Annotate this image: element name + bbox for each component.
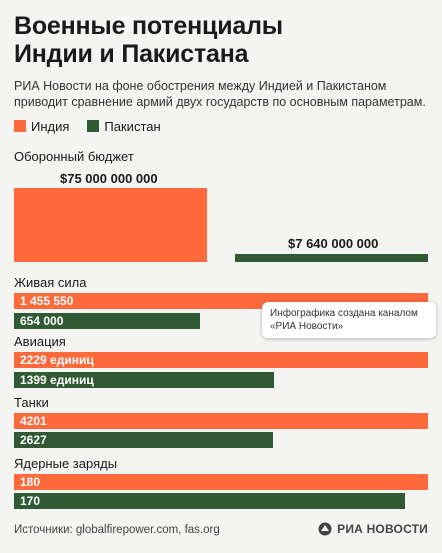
title-line-2: Индии и Пакистана: [14, 40, 249, 68]
legend-item-india: Индия: [14, 119, 69, 134]
legend-label-india: Индия: [31, 118, 70, 134]
ria-logo: РИА НОВОСТИ: [318, 522, 428, 536]
group-label: Ядерные заряды: [14, 456, 118, 471]
bar-value: 654 000: [20, 314, 64, 328]
logo-text: РИА НОВОСТИ: [337, 522, 428, 536]
bar-india: 2229 единиц: [14, 352, 428, 368]
bar-pakistan: 1399 единиц: [14, 372, 274, 388]
bar-india: 180: [14, 474, 428, 490]
group-label: Авиация: [14, 334, 66, 349]
budget-pakistan-bar: [235, 254, 428, 262]
bar-value: 1 455 550: [20, 294, 74, 308]
legend-item-pakistan: Пакистан: [87, 118, 161, 134]
bar-pakistan: 654 000: [14, 313, 200, 329]
legend-swatch-india: [14, 120, 26, 132]
budget-label: Оборонный бюджет: [14, 149, 134, 164]
legend-label-pakistan: Пакистан: [104, 118, 161, 134]
legend-swatch-pakistan: [87, 120, 100, 132]
bar-value: 170: [20, 494, 41, 508]
budget-india-value: $75 000 000 000: [60, 171, 158, 186]
legend: Индия Пакистан: [14, 118, 179, 134]
bar-value: 4201: [20, 414, 47, 428]
bar-value: 2627: [20, 433, 47, 447]
bar-value: 180: [20, 475, 41, 489]
subtitle: РИА Новости на фоне обострения между Инд…: [14, 79, 426, 109]
bar-value: 1399 единиц: [20, 373, 94, 387]
bar-pakistan: 2627: [14, 432, 273, 448]
bar-india: 4201: [14, 413, 428, 429]
group-label: Танки: [14, 395, 49, 410]
bar-pakistan: 170: [14, 493, 405, 509]
sources-footer: Источники: globalfirepower.com, fas.org: [14, 524, 220, 536]
group-label: Живая сила: [14, 275, 87, 290]
budget-india-bar: [14, 188, 207, 262]
overlay-tooltip: Инфографика создана каналом «РИА Новости…: [262, 302, 436, 338]
bar-value: 2229 единиц: [20, 353, 94, 367]
title-line-1: Военные потенциалы: [14, 12, 283, 40]
budget-pakistan-value: $7 640 000 000: [288, 236, 379, 251]
ria-logo-icon: [318, 522, 332, 536]
page-title: Военные потенциалы Индии и Пакистана: [14, 12, 434, 68]
